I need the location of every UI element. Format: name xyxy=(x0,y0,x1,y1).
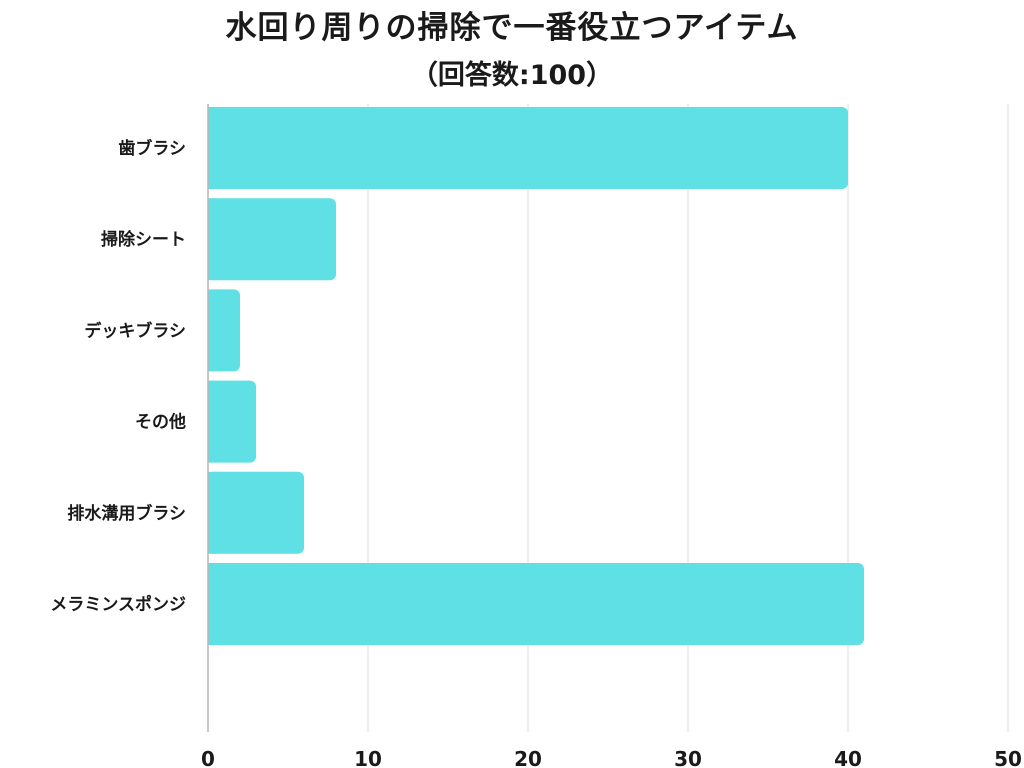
category-label-3: その他 xyxy=(135,412,186,433)
bar-edge-5 xyxy=(208,563,216,645)
bar-5 xyxy=(208,563,864,645)
bar-edge-1 xyxy=(208,198,216,281)
bar-edge-0 xyxy=(208,107,216,189)
category-label-0: 歯ブラシ xyxy=(118,138,186,159)
x-tick-label-0: 0 xyxy=(201,747,215,768)
chart-title: 水回り周りの掃除で一番役立つアイテム xyxy=(225,10,799,46)
category-label-4: 排水溝用ブラシ xyxy=(67,503,186,524)
x-tick-label-10: 10 xyxy=(354,747,382,768)
bar-edge-4 xyxy=(208,471,216,554)
chart-subtitle: （回答数:100） xyxy=(410,60,614,91)
category-label-5: メラミンスポンジ xyxy=(50,594,186,615)
x-tick-label-30: 30 xyxy=(674,747,702,768)
x-tick-label-20: 20 xyxy=(514,747,542,768)
bar-0 xyxy=(208,107,848,189)
bar-3 xyxy=(208,380,256,463)
category-label-2: デッキブラシ xyxy=(84,320,186,341)
bars xyxy=(208,107,864,645)
bar-1 xyxy=(208,198,336,281)
tick-labels: 0 10 20 30 40 50 xyxy=(201,747,1022,768)
bar-edge-3 xyxy=(208,380,216,463)
x-tick-label-40: 40 xyxy=(834,747,862,768)
x-tick-label-50: 50 xyxy=(994,747,1022,768)
bar-edge-2 xyxy=(208,289,216,372)
category-label-1: 掃除シート xyxy=(101,229,186,250)
bar-4 xyxy=(208,471,304,554)
